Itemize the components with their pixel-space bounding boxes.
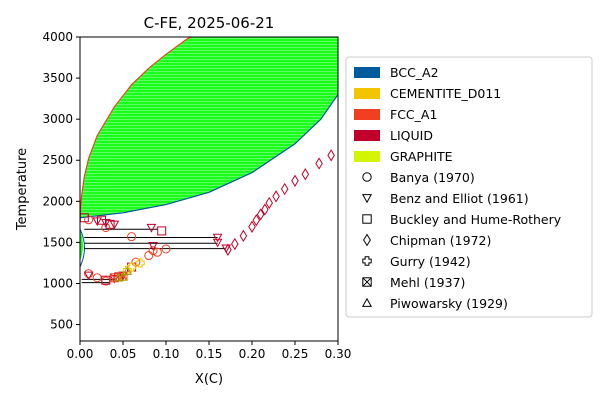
legend-label: CEMENTITE_D011 xyxy=(390,86,501,101)
legend-swatch xyxy=(354,67,380,78)
legend-label: Piwowarsky (1929) xyxy=(390,296,508,311)
data-point xyxy=(105,219,115,229)
series-triangle-up xyxy=(113,266,133,282)
data-point xyxy=(261,203,269,216)
x-tick-label: 0.20 xyxy=(239,347,266,361)
data-point xyxy=(135,258,145,268)
data-markers xyxy=(80,149,335,286)
legend-label: Benz and Elliot (1961) xyxy=(390,191,529,206)
series-diamond xyxy=(224,149,335,256)
x-tick-label: 0.25 xyxy=(282,347,309,361)
data-point xyxy=(315,157,323,170)
x-tick-label: 0.05 xyxy=(110,347,137,361)
legend: BCC_A2 CEMENTITE_D011 FCC_A1 LIQUID GRAPHITE… xyxy=(345,56,593,318)
legend-label: Chipman (1972) xyxy=(390,233,491,248)
legend-marker xyxy=(362,277,372,287)
data-point xyxy=(265,196,273,210)
legend-label: BCC_A2 xyxy=(390,65,439,80)
y-axis-label: Temperature xyxy=(15,148,30,231)
legend-swatch xyxy=(354,151,380,162)
legend-swatch xyxy=(354,130,380,141)
liquid-graphite-region xyxy=(80,37,338,218)
data-point xyxy=(221,244,232,254)
legend-label: Gurry (1942) xyxy=(390,254,471,269)
data-point xyxy=(212,238,223,248)
data-point xyxy=(212,233,223,243)
data-point xyxy=(224,243,232,256)
data-point xyxy=(101,275,111,285)
data-point xyxy=(161,244,171,254)
x-tick-label: 0.15 xyxy=(196,347,223,361)
data-point xyxy=(152,247,162,257)
legend-marker xyxy=(362,214,372,224)
x-axis: 0.00 0.05 0.10 0.15 0.20 0.25 0.30 xyxy=(67,341,352,361)
tie-lines xyxy=(81,228,227,284)
chart-title: C-FE, 2025-06-21 xyxy=(144,14,275,32)
data-point xyxy=(248,220,256,233)
legend-label: FCC_A1 xyxy=(390,107,437,122)
legend-marker xyxy=(362,256,372,266)
data-point xyxy=(127,262,137,272)
liquidus-boundary xyxy=(80,37,193,218)
legend-label: Buckley and Hume-Rothery xyxy=(390,212,562,227)
data-point xyxy=(148,241,158,251)
legend-marker xyxy=(361,297,373,307)
data-point xyxy=(272,190,280,203)
legend-marker xyxy=(362,172,372,182)
y-axis: 500 1000 1500 2000 2500 3000 3500 4000 xyxy=(42,30,80,332)
y-tick-label: 3000 xyxy=(42,112,73,126)
data-point xyxy=(256,208,265,221)
data-point xyxy=(118,271,128,281)
legend-frame xyxy=(345,56,593,318)
y-tick-label: 3500 xyxy=(42,71,73,85)
x-tick-label: 0.10 xyxy=(153,347,180,361)
y-tick-label: 500 xyxy=(50,318,73,332)
data-point xyxy=(146,223,157,233)
data-point xyxy=(239,229,248,242)
data-point xyxy=(144,251,154,261)
legend-marker xyxy=(361,194,373,204)
y-tick-label: 2000 xyxy=(42,194,73,208)
data-point xyxy=(92,273,102,283)
y-tick-label: 4000 xyxy=(42,30,73,44)
data-point xyxy=(301,168,310,181)
data-point xyxy=(83,271,94,281)
legend-label: Banya (1970) xyxy=(390,170,475,185)
data-point xyxy=(84,269,94,279)
x-tick-label: 0.30 xyxy=(325,347,352,361)
y-tick-label: 1500 xyxy=(42,235,73,249)
data-point xyxy=(231,237,239,251)
plot-area xyxy=(80,37,338,286)
data-point xyxy=(291,174,299,187)
legend-label: Mehl (1937) xyxy=(390,275,465,290)
legend-label: LIQUID xyxy=(390,128,433,143)
y-tick-label: 1000 xyxy=(42,276,73,290)
legend-marker xyxy=(363,233,371,247)
data-point xyxy=(109,273,119,283)
legend-swatch xyxy=(354,109,380,120)
data-point xyxy=(157,226,167,236)
graphite-boundary xyxy=(80,94,338,219)
x-axis-label: X(C) xyxy=(195,372,223,387)
legend-swatch xyxy=(354,88,380,99)
data-point xyxy=(122,266,133,275)
data-point xyxy=(127,232,137,242)
x-tick-label: 0.00 xyxy=(67,347,94,361)
data-point xyxy=(327,149,335,162)
delta-ferrite-region xyxy=(80,229,83,261)
legend-label: GRAPHITE xyxy=(390,149,453,164)
delta-ferrite-boundary xyxy=(80,229,85,268)
y-tick-label: 2500 xyxy=(42,153,73,167)
data-point xyxy=(252,214,261,227)
data-point xyxy=(280,182,289,196)
data-point xyxy=(97,215,106,225)
phase-regions xyxy=(80,37,338,268)
